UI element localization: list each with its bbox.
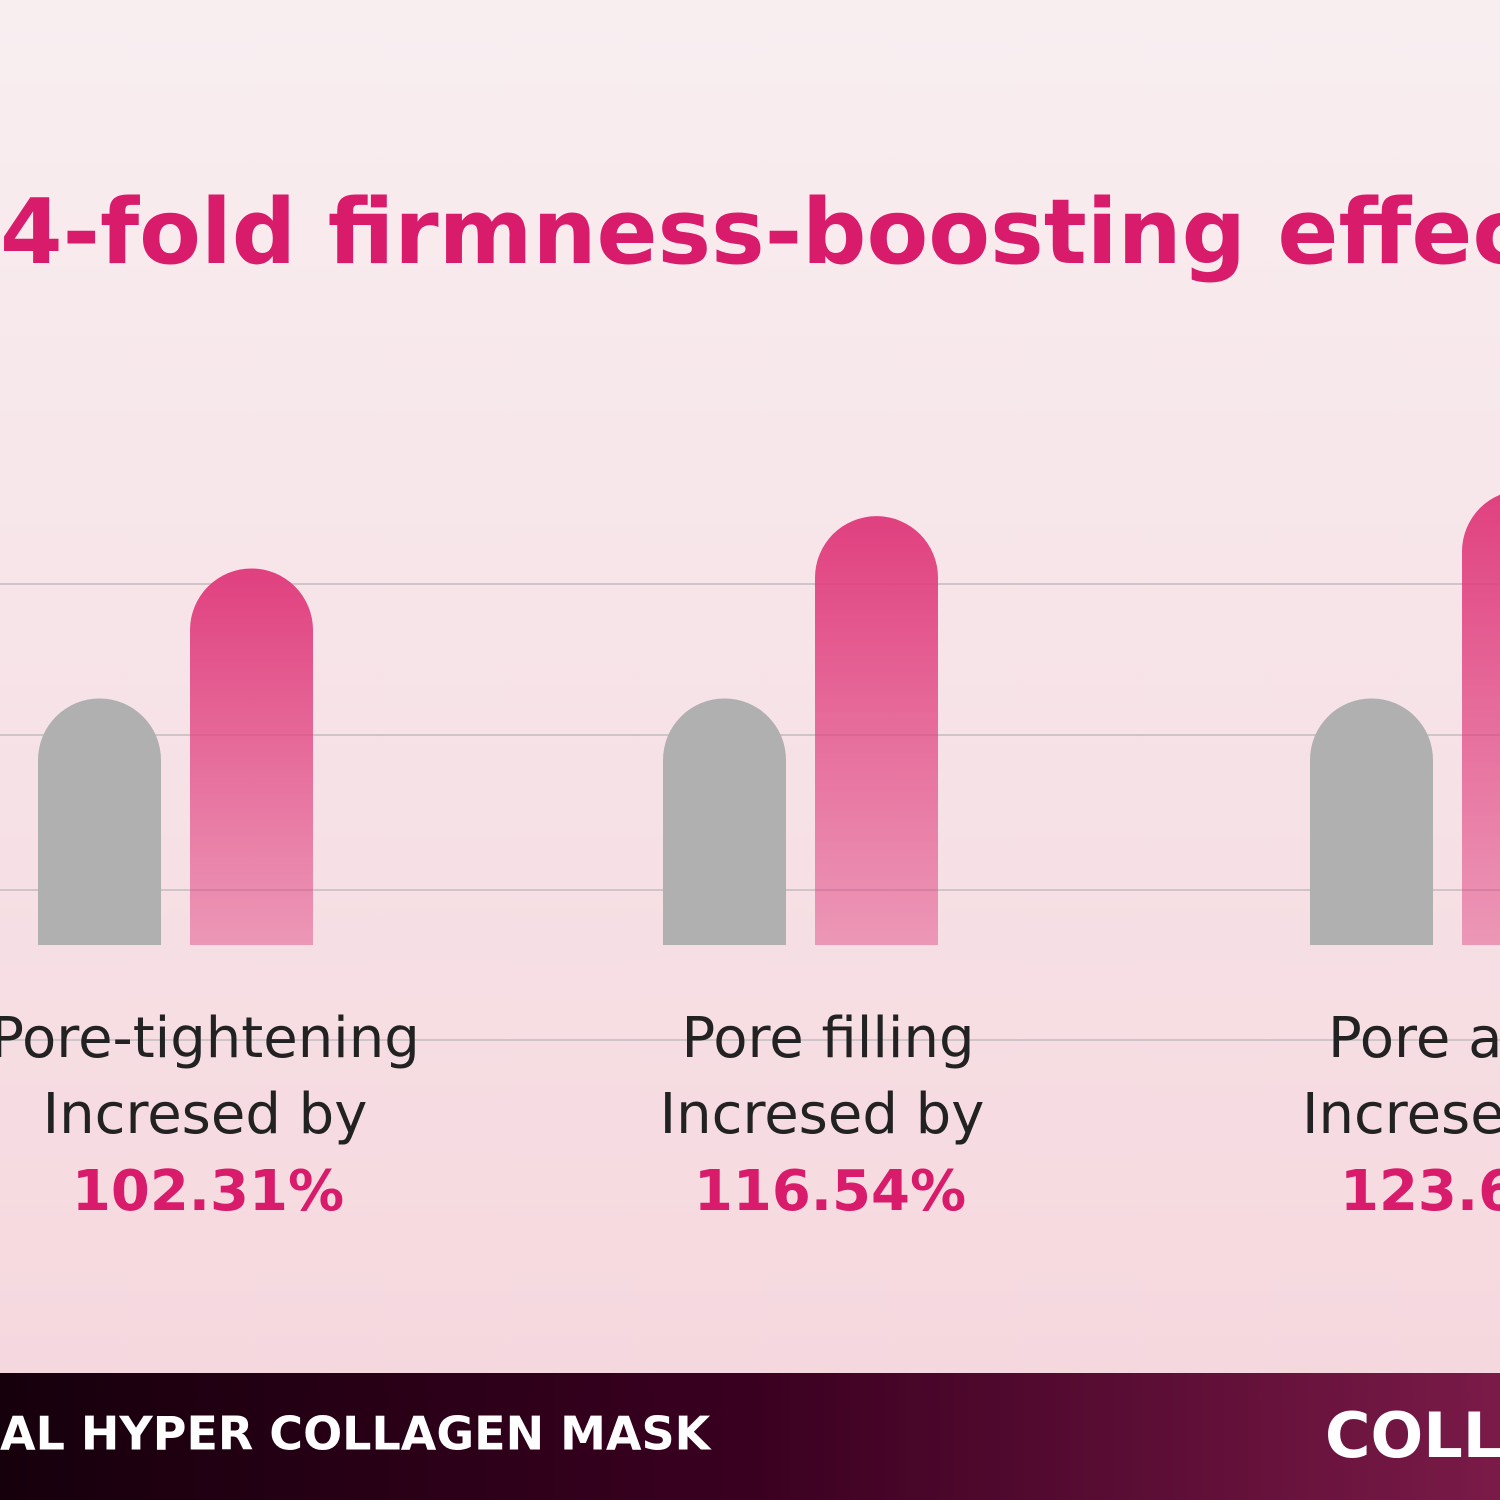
value-label: 102.31% (72, 1159, 344, 1224)
bar (663, 698, 786, 945)
category-sublabel: Incresed by (660, 1082, 985, 1147)
footer-bar (0, 1373, 1500, 1500)
bar (815, 516, 938, 945)
bar (38, 698, 161, 945)
footer-left: AL HYPER COLLAGEN MASK (0, 1407, 713, 1461)
category-label: Pore filling (681, 1006, 974, 1071)
chart-title: 4-fold firmness-boosting effects (0, 180, 1500, 285)
category-sublabel: Incresed (1302, 1082, 1500, 1147)
category-label: Pore-tightening (0, 1006, 420, 1071)
footer-right: COLL (1325, 1399, 1500, 1472)
category-sublabel: Incresed by (43, 1082, 368, 1147)
bar (1462, 494, 1500, 945)
category-label: Pore a (1328, 1006, 1500, 1071)
value-label: 116.54% (694, 1159, 966, 1224)
bar (1310, 698, 1433, 945)
value-label: 123.63 (1340, 1159, 1500, 1224)
bar (190, 568, 313, 945)
